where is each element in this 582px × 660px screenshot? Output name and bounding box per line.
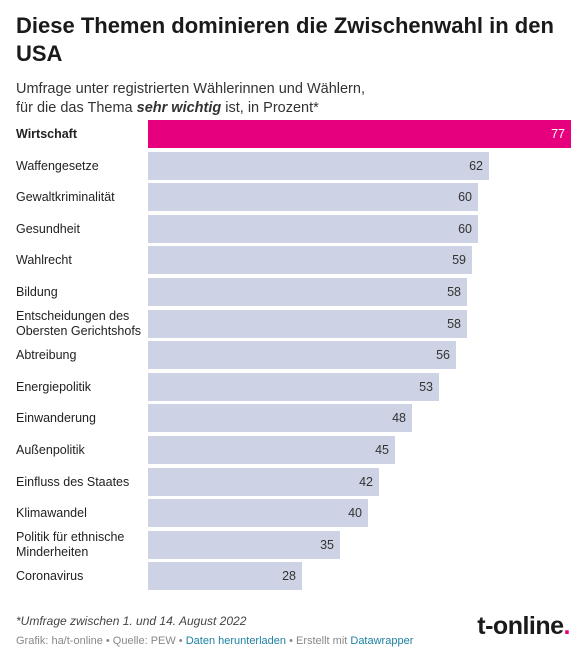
bar	[148, 531, 340, 559]
bar-value-label: 77	[551, 127, 565, 141]
chart-subtitle: Umfrage unter registrierten Wählerinnen …	[16, 80, 566, 118]
category-label: Bildung	[16, 284, 58, 299]
bar	[148, 562, 302, 590]
bar	[148, 373, 439, 401]
category-label: Coronavirus	[16, 568, 84, 583]
bar-value-label: 45	[375, 443, 389, 457]
bar	[148, 183, 478, 211]
bar-chart: Wirtschaft 77 Waffengesetze 62 Gewaltkrimina…	[0, 120, 582, 600]
bar	[148, 152, 489, 180]
subtitle-emphasis: sehr wichtig	[136, 100, 222, 116]
bar	[148, 499, 368, 527]
category-label: Energiepolitik	[16, 379, 92, 394]
bar-value-label: 35	[320, 538, 334, 552]
bar	[148, 341, 456, 369]
source-line: Grafik: ha/t-online • Quelle: PEW • Date…	[16, 635, 413, 647]
source-text: Grafik: ha/t-online • Quelle: PEW •	[16, 635, 186, 647]
bar-value-label: 48	[392, 411, 406, 425]
category-label: Gesundheit	[16, 221, 80, 236]
bar	[148, 215, 478, 243]
bar	[148, 468, 379, 496]
category-label: Waffengesetze	[16, 158, 99, 173]
download-data-link[interactable]: Daten herunterladen	[185, 635, 287, 647]
bar-value-label: 60	[458, 222, 472, 236]
bar-value-label: 40	[348, 506, 362, 520]
category-label: Klimawandel	[16, 505, 87, 520]
source-created-with: • Erstellt mit	[286, 635, 351, 647]
category-label: Einwanderung	[16, 410, 96, 425]
bar-value-label: 53	[419, 380, 433, 394]
bar-value-label: 28	[282, 569, 296, 583]
bar	[148, 310, 467, 338]
category-label: Wirtschaft	[16, 126, 78, 141]
subtitle-line-2-suffix: ist, in Prozent*	[221, 100, 319, 116]
chart-title: Diese Themen dominieren die Zwischenwahl…	[16, 13, 554, 66]
bar-value-label: 62	[469, 159, 483, 173]
subtitle-line-2-prefix: für die das Thema	[16, 100, 137, 116]
bar	[148, 246, 472, 274]
bar-value-label: 59	[452, 253, 466, 267]
category-label: Einfluss des Staates	[16, 474, 130, 489]
bar	[148, 404, 412, 432]
bar-value-label: 60	[458, 190, 472, 204]
datawrapper-link[interactable]: Datawrapper	[350, 635, 414, 647]
category-label: Außenpolitik	[16, 442, 85, 457]
bar	[148, 436, 395, 464]
subtitle-line-1: Umfrage unter registrierten Wählerinnen …	[16, 81, 365, 97]
category-label: Gewaltkriminalität	[16, 189, 115, 204]
category-label: Abtreibung	[16, 347, 77, 362]
bar-value-label: 42	[359, 475, 373, 489]
bar-value-label: 58	[447, 285, 461, 299]
t-online-logo: t-online.	[477, 612, 570, 640]
category-label: Wahlrecht	[16, 252, 72, 267]
bar-value-label: 58	[447, 317, 461, 331]
bar-value-label: 56	[436, 348, 450, 362]
bar	[148, 278, 467, 306]
category-label: Politik für ethnische Minderheiten	[16, 530, 125, 559]
category-label: Entscheidungen des Obersten Gerichtshofs	[16, 309, 142, 338]
bar	[148, 120, 571, 148]
footnote: *Umfrage zwischen 1. und 14. August 2022	[16, 614, 247, 628]
